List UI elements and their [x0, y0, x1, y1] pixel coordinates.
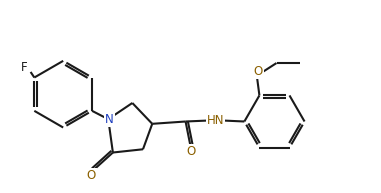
- Text: F: F: [21, 61, 27, 74]
- Text: HN: HN: [207, 114, 224, 127]
- Text: O: O: [86, 169, 96, 182]
- Text: O: O: [187, 145, 196, 158]
- Text: N: N: [105, 113, 114, 126]
- Text: O: O: [253, 65, 263, 78]
